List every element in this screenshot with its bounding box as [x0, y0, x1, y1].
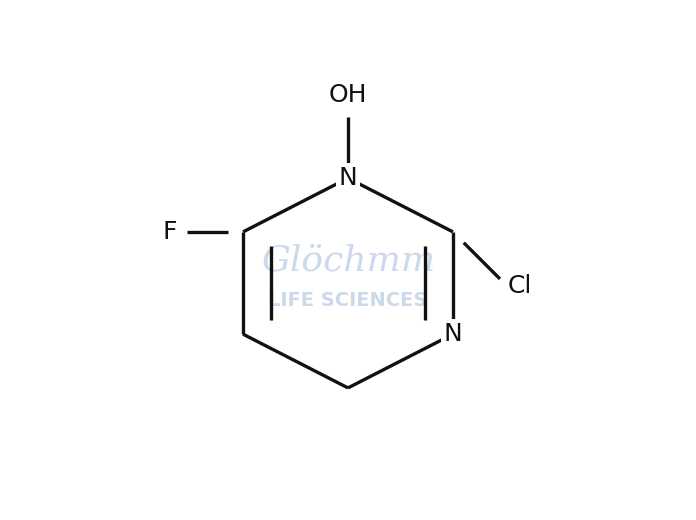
Text: OH: OH: [329, 83, 367, 107]
Text: LIFE SCIENCES: LIFE SCIENCES: [269, 291, 427, 310]
Text: N: N: [339, 166, 357, 190]
Text: Glöchmm: Glöchmm: [261, 243, 435, 277]
Text: N: N: [443, 322, 462, 346]
Text: F: F: [162, 220, 177, 244]
Text: Cl: Cl: [507, 274, 532, 298]
